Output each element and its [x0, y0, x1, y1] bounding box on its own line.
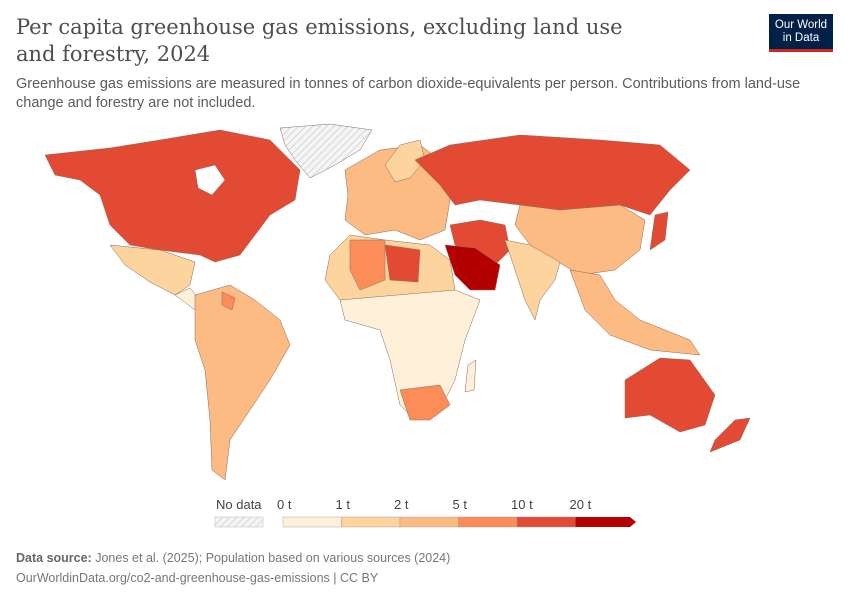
region-china[interactable]: [514, 204, 646, 276]
region-south-america[interactable]: [194, 284, 291, 481]
legend-bin[interactable]: [399, 516, 459, 528]
source-url[interactable]: OurWorldinData.org/co2-and-greenhouse-ga…: [16, 571, 379, 585]
legend-no-data-swatch: [214, 516, 264, 528]
region-saudi-arabia[interactable]: [444, 244, 501, 291]
legend-bin[interactable]: [575, 517, 637, 527]
legend-tick-label: 2 t: [394, 497, 409, 512]
legend-tick-label: 5 t: [452, 497, 467, 512]
owid-logo[interactable]: Our World in Data: [769, 14, 833, 52]
region-russia[interactable]: [414, 134, 691, 216]
legend-tick-label: 20 t: [569, 497, 592, 512]
region-new-zealand[interactable]: [709, 417, 751, 453]
region-mexico[interactable]: [109, 244, 196, 296]
legend-bin[interactable]: [341, 516, 401, 528]
legend-bin[interactable]: [458, 516, 518, 528]
legend-tick-label: 0 t: [277, 497, 292, 512]
legend-tick-label: 1 t: [335, 497, 350, 512]
region-australia[interactable]: [624, 357, 716, 433]
legend-tick-label: 10 t: [511, 497, 533, 512]
chart-subtitle: Greenhouse gas emissions are measured in…: [16, 76, 801, 111]
region-madagascar[interactable]: [464, 359, 477, 393]
region-southeast-asia[interactable]: [569, 269, 701, 356]
region-north-america[interactable]: [44, 129, 301, 263]
legend-bin[interactable]: [516, 516, 576, 528]
chart-title: Per capita greenhouse gas emissions, exc…: [16, 15, 623, 66]
legend-bin[interactable]: [282, 516, 342, 528]
legend-no-data-label: No data: [216, 497, 262, 512]
region-south-africa[interactable]: [399, 384, 451, 421]
region-japan[interactable]: [649, 211, 669, 251]
region-guyana[interactable]: [221, 291, 236, 311]
data-source: Jones et al. (2025); Population based on…: [95, 551, 451, 565]
legend-bar: [214, 516, 637, 528]
region-libya[interactable]: [384, 244, 421, 283]
region-india[interactable]: [504, 239, 561, 321]
region-hudson-bay: [194, 164, 226, 196]
world-map[interactable]: [0, 118, 850, 498]
region-algeria[interactable]: [349, 239, 386, 291]
footer: Data source: Jones et al. (2025); Popula…: [16, 548, 450, 588]
region-greenland[interactable]: [279, 123, 373, 179]
